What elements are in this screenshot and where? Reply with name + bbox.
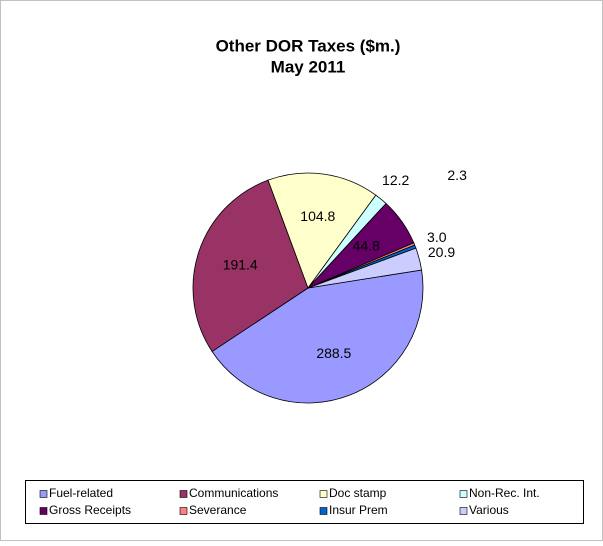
legend-swatch	[319, 507, 328, 515]
data-label: 2.3	[447, 167, 467, 183]
pie-slice	[307, 247, 423, 289]
legend-swatch	[179, 490, 188, 498]
legend-label: Insur Prem	[329, 503, 388, 517]
chart-title: Other DOR Taxes ($m.)	[216, 36, 401, 55]
data-label: 288.5	[316, 345, 351, 361]
pie-slice	[211, 269, 424, 404]
legend-label: Communications	[189, 486, 278, 500]
legend-swatch	[179, 507, 188, 515]
pie-slice	[267, 172, 377, 289]
legend-label: Doc stamp	[329, 486, 387, 500]
legend-box	[25, 480, 584, 524]
legend-label: Gross Receipts	[49, 503, 131, 517]
legend-label: Various	[469, 503, 509, 517]
pie-slice	[192, 179, 309, 353]
legend-swatch	[319, 490, 328, 498]
data-label: 20.9	[428, 244, 455, 260]
legend-swatch	[39, 507, 48, 515]
data-label: 104.8	[300, 208, 335, 224]
legend-label: Severance	[189, 503, 247, 517]
legend-swatch	[459, 507, 468, 515]
legend-label: Fuel-related	[49, 486, 113, 500]
chart-title: May 2011	[271, 57, 346, 76]
legend-label: Non-Rec. Int.	[469, 486, 540, 500]
data-label: 3.0	[427, 229, 447, 245]
legend-swatch	[39, 490, 48, 498]
data-label: 44.8	[353, 238, 380, 254]
legend-swatch	[459, 490, 468, 498]
data-label: 12.2	[382, 172, 409, 188]
data-label: 191.4	[223, 257, 258, 273]
